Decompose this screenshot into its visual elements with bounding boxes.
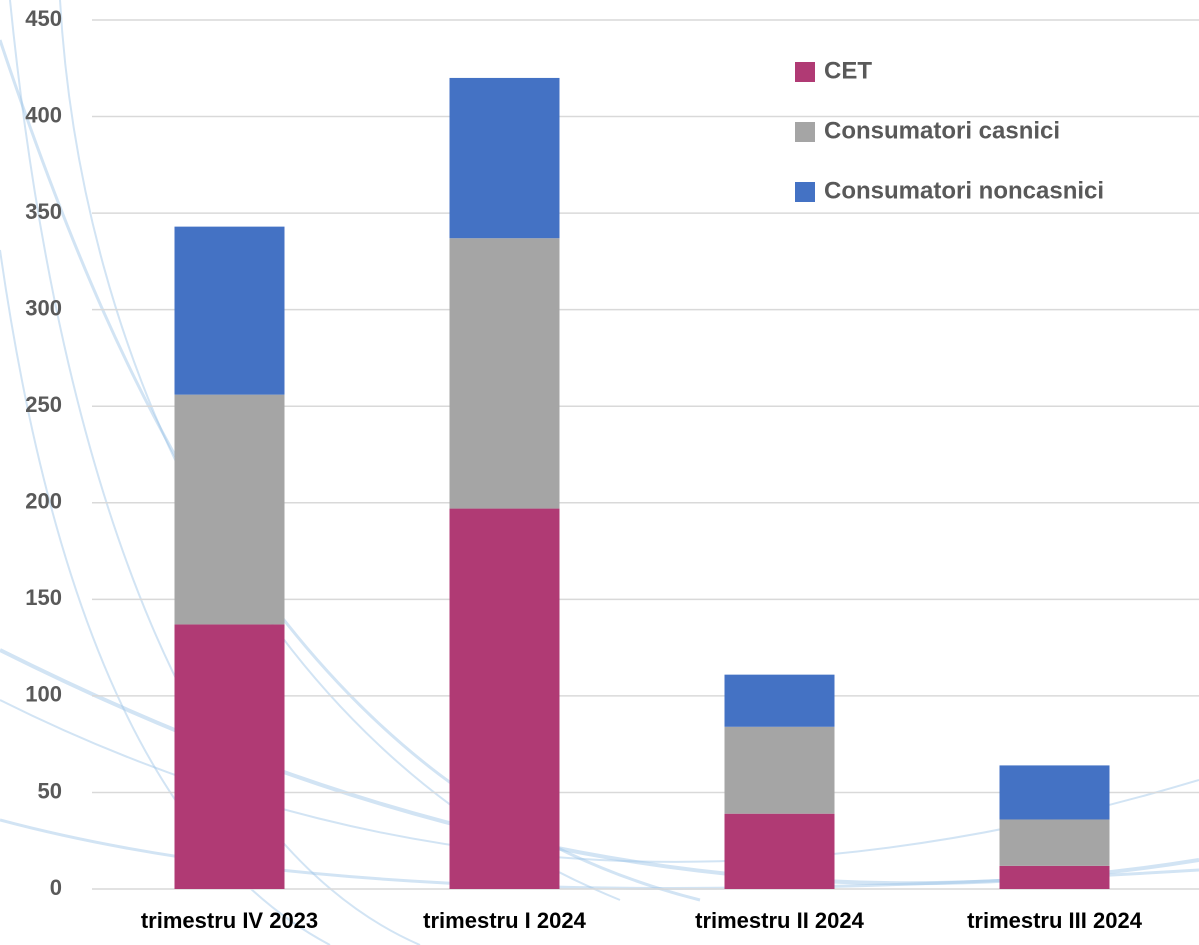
bar-segment — [175, 395, 285, 625]
bar-segment — [450, 238, 560, 508]
bar-segment — [1000, 819, 1110, 865]
bar-segment — [1000, 765, 1110, 819]
legend-swatch — [795, 62, 815, 82]
x-tick-label: trimestru II 2024 — [695, 908, 865, 933]
y-tick-label: 400 — [25, 102, 62, 127]
legend-swatch — [795, 122, 815, 142]
y-tick-label: 0 — [50, 875, 62, 900]
x-tick-label: trimestru I 2024 — [423, 908, 586, 933]
bar-segment — [450, 78, 560, 238]
bar-segment — [1000, 866, 1110, 889]
legend-swatch — [795, 182, 815, 202]
legend-text: CET — [824, 57, 872, 84]
chart: 0 50 100 150 200 250 300 350 400 450 trimestru IV … — [0, 0, 1199, 945]
y-tick-label: 350 — [25, 199, 62, 224]
y-tick-label: 450 — [25, 6, 62, 31]
legend-text: Consumatori noncasnici — [824, 177, 1104, 204]
y-tick-label: 50 — [38, 778, 62, 803]
y-tick-label: 300 — [25, 295, 62, 320]
legend-text: Consumatori casnici — [824, 117, 1060, 144]
bar-segment — [175, 227, 285, 395]
bar-segment — [175, 624, 285, 889]
y-tick-label: 250 — [25, 392, 62, 417]
y-tick-label: 100 — [25, 682, 62, 707]
bar-segment — [450, 509, 560, 889]
x-tick-label: trimestru IV 2023 — [141, 908, 318, 933]
bar-segment — [725, 727, 835, 814]
x-tick-label: trimestru III 2024 — [967, 908, 1143, 933]
y-tick-label: 150 — [25, 585, 62, 610]
y-tick-label: 200 — [25, 489, 62, 514]
bar-segment — [725, 814, 835, 889]
bar-segment — [725, 675, 835, 727]
